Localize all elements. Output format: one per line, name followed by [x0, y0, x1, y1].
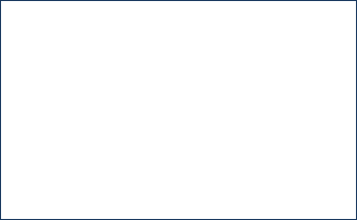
Text: (1.0): (1.0) — [298, 108, 317, 117]
Text: (0.6): (0.6) — [331, 124, 350, 133]
Text: (0.1): (0.1) — [298, 41, 317, 50]
Text: All Industrial: All Industrial — [84, 41, 134, 50]
Text: 89.1%: 89.1% — [251, 191, 276, 200]
Text: ▼: ▼ — [322, 41, 328, 50]
Text: 108.9: 108.9 — [253, 91, 276, 100]
Text: (0.7): (0.7) — [331, 158, 350, 167]
Bar — [0, 154, 357, 170]
Text: Single-User Factory: Single-User Factory — [84, 158, 162, 167]
Text: 88.9%: 88.9% — [251, 124, 276, 133]
Text: ▼: ▼ — [285, 41, 291, 50]
Text: 0.1: 0.1 — [298, 158, 311, 167]
Text: 0.7: 0.7 — [298, 174, 311, 183]
Text: 89.1: 89.1 — [258, 58, 276, 66]
Text: 1.6: 1.6 — [298, 191, 311, 200]
Text: Summary of Rental & Occupancy rate, as at 4Q 2017: Summary of Rental & Occupancy rate, as a… — [3, 6, 260, 15]
Text: Source: JTC, PSR: Source: JTC, PSR — [3, 207, 65, 216]
Text: ▲: ▲ — [285, 191, 291, 200]
Text: Rental: Rental — [24, 74, 56, 83]
Text: 3.3: 3.3 — [331, 91, 343, 100]
Text: 3.6: 3.6 — [331, 174, 343, 183]
Bar — [0, 170, 357, 187]
Text: (2.8): (2.8) — [331, 41, 350, 50]
Text: ▼: ▼ — [285, 141, 291, 150]
Text: Single-User Factory: Single-User Factory — [84, 74, 162, 83]
Text: ▲: ▲ — [322, 91, 328, 100]
Text: ▼: ▼ — [322, 124, 328, 133]
Text: (1.0): (1.0) — [298, 74, 317, 83]
Text: 4Q 2017: 4Q 2017 — [235, 24, 275, 33]
Text: ▼: ▼ — [322, 108, 328, 117]
Bar — [0, 121, 357, 137]
Bar — [0, 0, 357, 20]
Text: ▼: ▼ — [322, 58, 328, 66]
Bar — [0, 37, 357, 54]
Bar — [0, 204, 357, 220]
Text: ▲: ▲ — [285, 174, 291, 183]
Bar — [0, 104, 357, 121]
Text: (2.8): (2.8) — [331, 58, 350, 66]
Text: Warehouse: Warehouse — [84, 191, 129, 200]
Text: 85.8: 85.8 — [258, 108, 276, 117]
Text: Business Park: Business Park — [84, 91, 139, 100]
Text: Business Park: Business Park — [84, 174, 139, 183]
Text: ▲: ▲ — [285, 124, 291, 133]
Text: ▲: ▲ — [285, 91, 291, 100]
Text: 98.3: 98.3 — [258, 74, 276, 83]
Text: (5.7): (5.7) — [331, 108, 350, 117]
Text: ▼: ▼ — [322, 74, 328, 83]
Text: Multiple-User Factory: Multiple-User Factory — [84, 141, 169, 150]
Bar — [0, 70, 357, 87]
Text: ▼: ▼ — [285, 108, 291, 117]
Bar — [0, 54, 357, 70]
Text: ▲: ▲ — [285, 158, 291, 167]
Text: QoQ: QoQ — [290, 24, 310, 33]
Text: ▼: ▼ — [322, 191, 328, 200]
Text: ▼: ▼ — [322, 141, 328, 150]
Bar — [0, 20, 357, 37]
Text: ▼: ▼ — [322, 158, 328, 167]
Text: ▲: ▲ — [322, 174, 328, 183]
Text: All Industrial: All Industrial — [84, 124, 134, 133]
Text: 0.3: 0.3 — [298, 124, 311, 133]
Text: 2.0: 2.0 — [298, 91, 311, 100]
Bar — [0, 87, 357, 104]
Text: Multiple-User Factory: Multiple-User Factory — [84, 58, 169, 66]
Text: 91.2: 91.2 — [258, 41, 276, 50]
Text: (0.1): (0.1) — [298, 141, 317, 150]
Bar — [0, 187, 357, 204]
Text: 86.6%: 86.6% — [251, 174, 276, 183]
Text: (0.6): (0.6) — [331, 191, 350, 200]
Text: ▼: ▼ — [285, 74, 291, 83]
Text: YoY: YoY — [330, 24, 347, 33]
Text: 90.2%: 90.2% — [251, 158, 276, 167]
Bar — [0, 137, 357, 154]
Text: (2.6): (2.6) — [331, 74, 350, 83]
Text: 86.5%: 86.5% — [251, 141, 276, 150]
Text: (0.8): (0.8) — [331, 141, 350, 150]
Text: (0.8): (0.8) — [298, 58, 317, 66]
Text: Occupancy: Occupancy — [14, 158, 66, 167]
Text: ▼: ▼ — [285, 58, 291, 66]
Text: Warehouse: Warehouse — [84, 108, 129, 117]
